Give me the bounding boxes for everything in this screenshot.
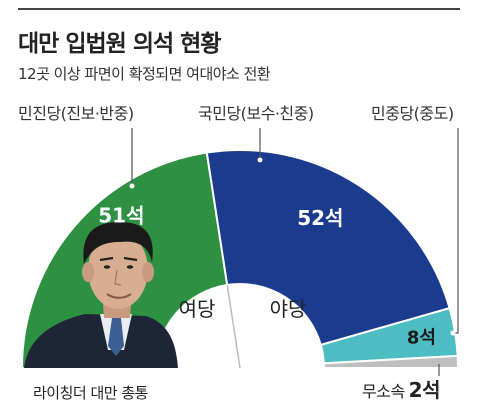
legend-label-kmt: 국민당(보수·친중) [198, 104, 314, 123]
top-rule [18, 8, 460, 10]
independent-seat-count: 2석 [408, 378, 441, 402]
slice-label-kmt: 52석 [297, 206, 343, 230]
value-labels-group: 51석 52석 8석 [98, 203, 436, 348]
president-photo [24, 222, 178, 368]
chart-title: 대만 입법원 의석 현황 [18, 31, 221, 57]
chart-subtitle: 12곳 이상 파면이 확정되면 여대야소 전환 [18, 65, 271, 83]
slice-kmt [205, 149, 451, 347]
group-divider-line [226, 284, 241, 369]
group-label-ruling: 여당 [179, 297, 216, 321]
leader-tpp [453, 128, 459, 334]
leader-dpp-dot [129, 183, 135, 189]
independent-label: 무소속 2석 [362, 374, 441, 403]
legend-label-dpp: 민진당(진보·반중) [18, 104, 134, 123]
group-label-opposition: 야당 [270, 297, 307, 321]
independent-label-text: 무소속 [362, 382, 405, 401]
leader-tpp-dot [450, 330, 456, 336]
slice-label-tpp: 8석 [407, 327, 436, 348]
leader-kmt-dot [257, 157, 263, 163]
group-divider [226, 284, 241, 369]
legend-label-tpp: 민중당(중도) [371, 104, 454, 123]
photo-caption: 라이칭더 대만 총통 [33, 384, 148, 402]
slice-independent [322, 354, 460, 369]
slice-label-dpp: 51석 [98, 203, 144, 227]
leader-lines [129, 128, 459, 376]
